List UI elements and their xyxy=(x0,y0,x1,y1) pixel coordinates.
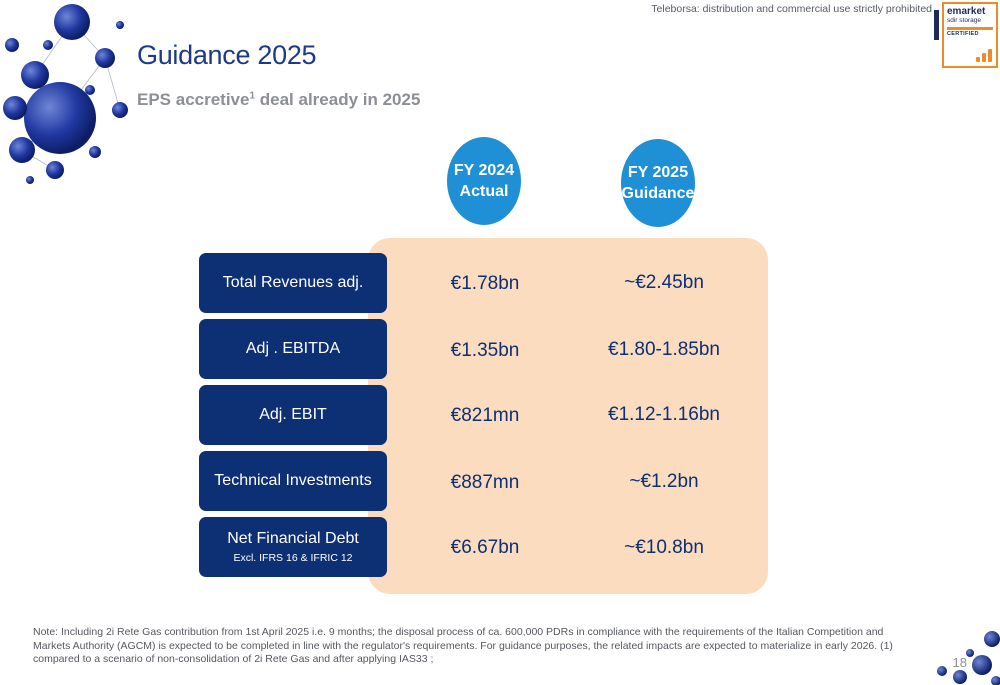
value-fy2024-technical-investments: €887mn xyxy=(450,472,520,493)
bars-icon xyxy=(976,49,992,62)
value-fy2025-total-revenues: ~€2.45bn xyxy=(624,272,704,293)
footnote: Note: Including 2i Rete Gas contribution… xyxy=(33,626,893,665)
emarket-certified-logo: emarket sdir storage CERTIFIED xyxy=(934,2,998,68)
row-sublabel: Excl. IFRS 16 & IFRIC 12 xyxy=(233,552,353,564)
values-panel xyxy=(368,238,768,594)
row-label-adj-ebitda: Adj . EBITDA xyxy=(199,319,387,379)
logo-mark xyxy=(934,10,939,40)
logo-brand: emarket xyxy=(947,6,986,17)
row-label-total-revenues: Total Revenues adj. xyxy=(199,253,387,313)
page-number: 18 xyxy=(952,655,967,670)
value-fy2024-net-financial-debt: €6.67bn xyxy=(450,537,520,558)
watermark-text: Teleborsa: distribution and commercial u… xyxy=(651,3,932,15)
value-fy2024-adj-ebitda: €1.35bn xyxy=(450,340,520,361)
column-header-fy2025: FY 2025 Guidance xyxy=(621,139,695,227)
value-fy2025-technical-investments: ~€1.2bn xyxy=(629,471,699,492)
molecule-decoration-small xyxy=(937,631,1000,685)
value-fy2025-net-financial-debt: ~€10.8bn xyxy=(624,537,704,558)
logo-subtitle: sdir storage xyxy=(947,17,981,24)
value-fy2025-adj-ebitda: €1.80-1.85bn xyxy=(608,339,720,360)
molecule-decoration xyxy=(3,4,128,184)
page-subtitle: EPS accretive1 deal already in 2025 xyxy=(137,90,421,109)
row-label-net-financial-debt: Net Financial Debt Excl. IFRS 16 & IFRIC… xyxy=(199,517,387,577)
row-label-technical-investments: Technical Investments xyxy=(199,451,387,511)
row-label-adj-ebit: Adj. EBIT xyxy=(199,385,387,445)
value-fy2024-adj-ebit: €821mn xyxy=(450,405,520,426)
logo-certified: CERTIFIED xyxy=(947,31,979,37)
value-fy2025-adj-ebit: €1.12-1.16bn xyxy=(608,404,720,425)
value-fy2024-total-revenues: €1.78bn xyxy=(450,273,520,294)
column-header-fy2024: FY 2024 Actual xyxy=(447,137,521,225)
page-title: Guidance 2025 xyxy=(137,40,317,70)
